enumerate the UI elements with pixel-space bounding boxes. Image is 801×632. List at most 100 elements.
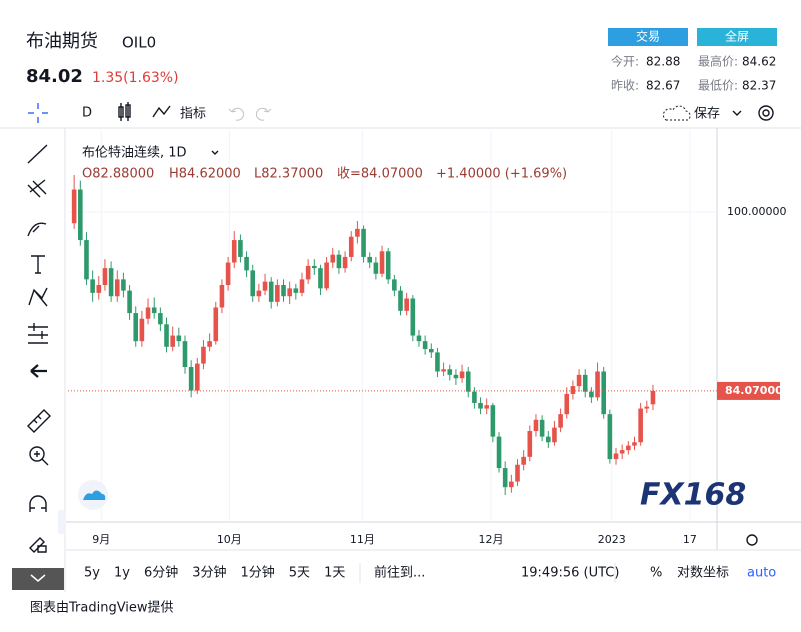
candle-body [305,265,311,280]
candle-body [428,349,434,353]
x-tick-label: 12月 [479,533,504,546]
legend-name: 布伦特油连续, 1D [82,145,187,161]
title: 布油期货 [26,31,98,52]
candle-body [576,374,582,387]
stat-value: 82.67 [646,79,680,93]
save-menu[interactable] [732,110,742,116]
cloud-icon[interactable] [662,105,691,121]
logo-cloud [83,490,106,500]
axis-settings[interactable] [746,534,758,546]
trade-label[interactable]: 交易 [636,29,660,44]
candle-body [287,288,292,297]
candle-body [355,228,360,237]
candle-body [102,268,108,286]
range-button[interactable]: 5y [84,566,100,581]
candle-type-icon[interactable] [118,102,131,121]
candle-body [348,236,354,257]
percent[interactable]: % [650,566,662,581]
save[interactable]: 保存 [694,107,720,122]
candle-body [127,290,132,314]
candle-body [225,262,231,286]
range-button[interactable]: 5天 [289,566,310,581]
goto[interactable]: 前往到... [374,565,425,581]
indicator-icon[interactable] [152,105,171,118]
candle-body [293,288,299,293]
x-tick-label: 10月 [217,533,242,546]
candle-body [361,228,366,257]
range-button[interactable]: 1天 [324,566,345,581]
symbol: OIL0 [122,34,156,52]
drawing-tools[interactable] [27,144,51,553]
candle-body [472,391,477,403]
log-scale[interactable]: 对数坐标 [677,566,729,581]
candle-body [244,256,249,271]
candle-body [465,371,471,392]
legend-low: L82.37000 [254,167,323,182]
redo-icon[interactable] [255,107,272,121]
candle-body [207,341,212,347]
trade-button[interactable] [608,28,688,46]
candle-body [626,445,631,451]
stat-value: 84.62 [742,55,776,69]
interval[interactable]: D [82,106,92,121]
candle-body [570,386,576,394]
x-tick-label: 9月 [92,533,110,546]
range-button[interactable]: 6分钟 [144,565,178,581]
candle-body [595,371,600,398]
auto-scale[interactable]: auto [747,566,776,581]
crosshair-icon[interactable] [28,103,48,123]
fullscreen-label[interactable]: 全屏 [725,29,749,44]
candle-body [613,453,619,460]
candle-body [552,427,557,443]
candle-body [379,251,385,274]
candle-body [145,307,151,319]
candle-body [299,279,305,293]
legend-menu[interactable] [211,150,219,155]
candle-body [170,335,175,347]
candle-body [213,307,219,342]
candle-body [564,393,570,415]
range-button[interactable]: 1分钟 [241,565,275,581]
candle-body [545,436,551,443]
candle-body [447,369,453,375]
settings-icon[interactable] [758,105,774,121]
bottom-bar: 5y 1y 6分钟 3分钟 1分钟 5天 1天 [84,565,345,581]
plot: 100.00000 9月 10月 11月 12月 2023 17 84.07000 [68,130,787,546]
candle-body [108,268,114,297]
candle-body [324,262,329,289]
candle-body [515,464,520,482]
candle-body [484,405,490,409]
stat-value: 82.88 [646,55,680,69]
indicators[interactable]: 指标 [180,107,206,122]
candle-body [133,313,139,342]
candle-body [275,285,280,302]
candle-body [238,240,243,257]
candle-body [441,369,446,372]
candle-body [256,290,262,297]
range-button[interactable]: 3分钟 [192,565,226,581]
range-button[interactable]: 1y [114,566,130,581]
candle-body [558,414,563,428]
candle-body [182,341,188,367]
candle-body [527,431,533,457]
candle-body [638,408,643,443]
candle-body [219,285,225,308]
candle-body [398,290,403,311]
candle-body [509,481,514,488]
fullscreen-button[interactable] [697,28,777,46]
collapse-button[interactable] [12,568,64,590]
candle-body [416,335,422,342]
candle-body [435,352,440,372]
hide-toolbar[interactable] [58,510,66,534]
candle-body [151,307,157,314]
last-price-label: 84.07000 [725,384,783,397]
stat-value: 82.37 [742,79,776,93]
time: 19:49:56 (UTC) [521,566,619,581]
price: 84.02 [26,66,83,87]
candle-body [539,419,545,437]
candle-body [164,324,169,347]
candle-body [589,391,594,398]
candle-body [330,254,336,263]
undo-icon[interactable] [228,107,245,121]
